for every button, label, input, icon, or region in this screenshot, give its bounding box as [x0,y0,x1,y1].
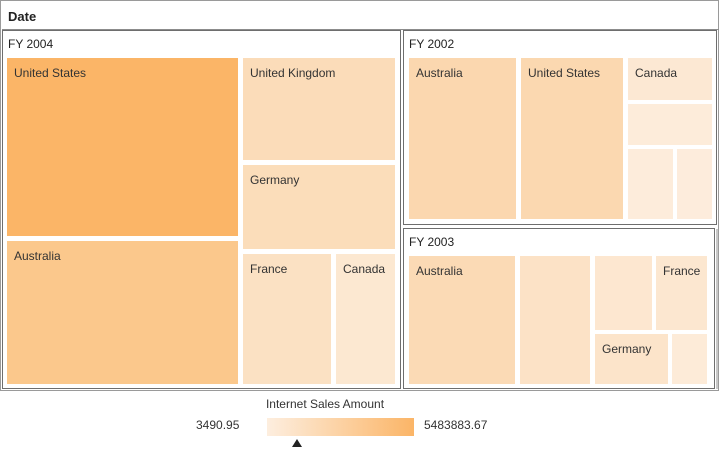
tile[interactable] [520,256,590,384]
tile[interactable]: Canada [628,58,712,100]
tile-label: Canada [635,66,678,80]
tile[interactable]: France [243,254,331,384]
tile-label: United States [528,66,601,80]
tile[interactable]: United States [521,58,623,219]
tile[interactable]: Australia [7,241,238,384]
tile[interactable]: United Kingdom [243,58,395,160]
tile[interactable]: Australia [409,58,516,219]
legend-title: Internet Sales Amount [265,397,385,411]
tile-label: Germany [602,342,652,356]
tile[interactable] [677,149,712,219]
tile-label: Australia [416,66,463,80]
tile-label: United Kingdom [250,66,336,80]
tile[interactable] [672,334,707,384]
tile-label: Australia [416,264,463,278]
tile-label: Australia [14,249,61,263]
tile[interactable]: France [656,256,707,330]
treemap-title: Date [8,9,37,24]
legend-pointer-icon [292,439,302,447]
group-fy2002[interactable]: FY 2002 Australia United States Canada [403,30,717,225]
legend-max-label: 5483883.67 [424,418,488,432]
tile[interactable]: Germany [595,334,668,384]
tile[interactable]: Australia [409,256,515,384]
tile[interactable]: Germany [243,165,395,249]
legend-min-label: 3490.95 [196,418,240,432]
tile[interactable] [628,104,712,145]
group-title: FY 2003 [409,235,455,249]
tile-label: Canada [343,262,386,276]
tile[interactable]: United States [7,58,238,236]
group-title: FY 2002 [409,37,455,51]
tile-label: France [663,264,701,278]
legend-gradient-bar [267,418,414,436]
group-fy2003[interactable]: FY 2003 Australia France Germany [403,228,715,389]
tile[interactable]: Canada [336,254,395,384]
scrollbar-edge [716,229,718,389]
tile[interactable] [628,149,673,219]
treemap-header: Date [2,2,719,30]
treemap-chart: Date [0,0,719,391]
tile[interactable] [595,256,652,330]
tile-label: United States [14,66,87,80]
group-title: FY 2004 [8,37,54,51]
group-fy2004[interactable]: FY 2004 United States Australia United K… [2,30,401,389]
tile-label: France [250,262,288,276]
tile-label: Germany [250,173,300,187]
